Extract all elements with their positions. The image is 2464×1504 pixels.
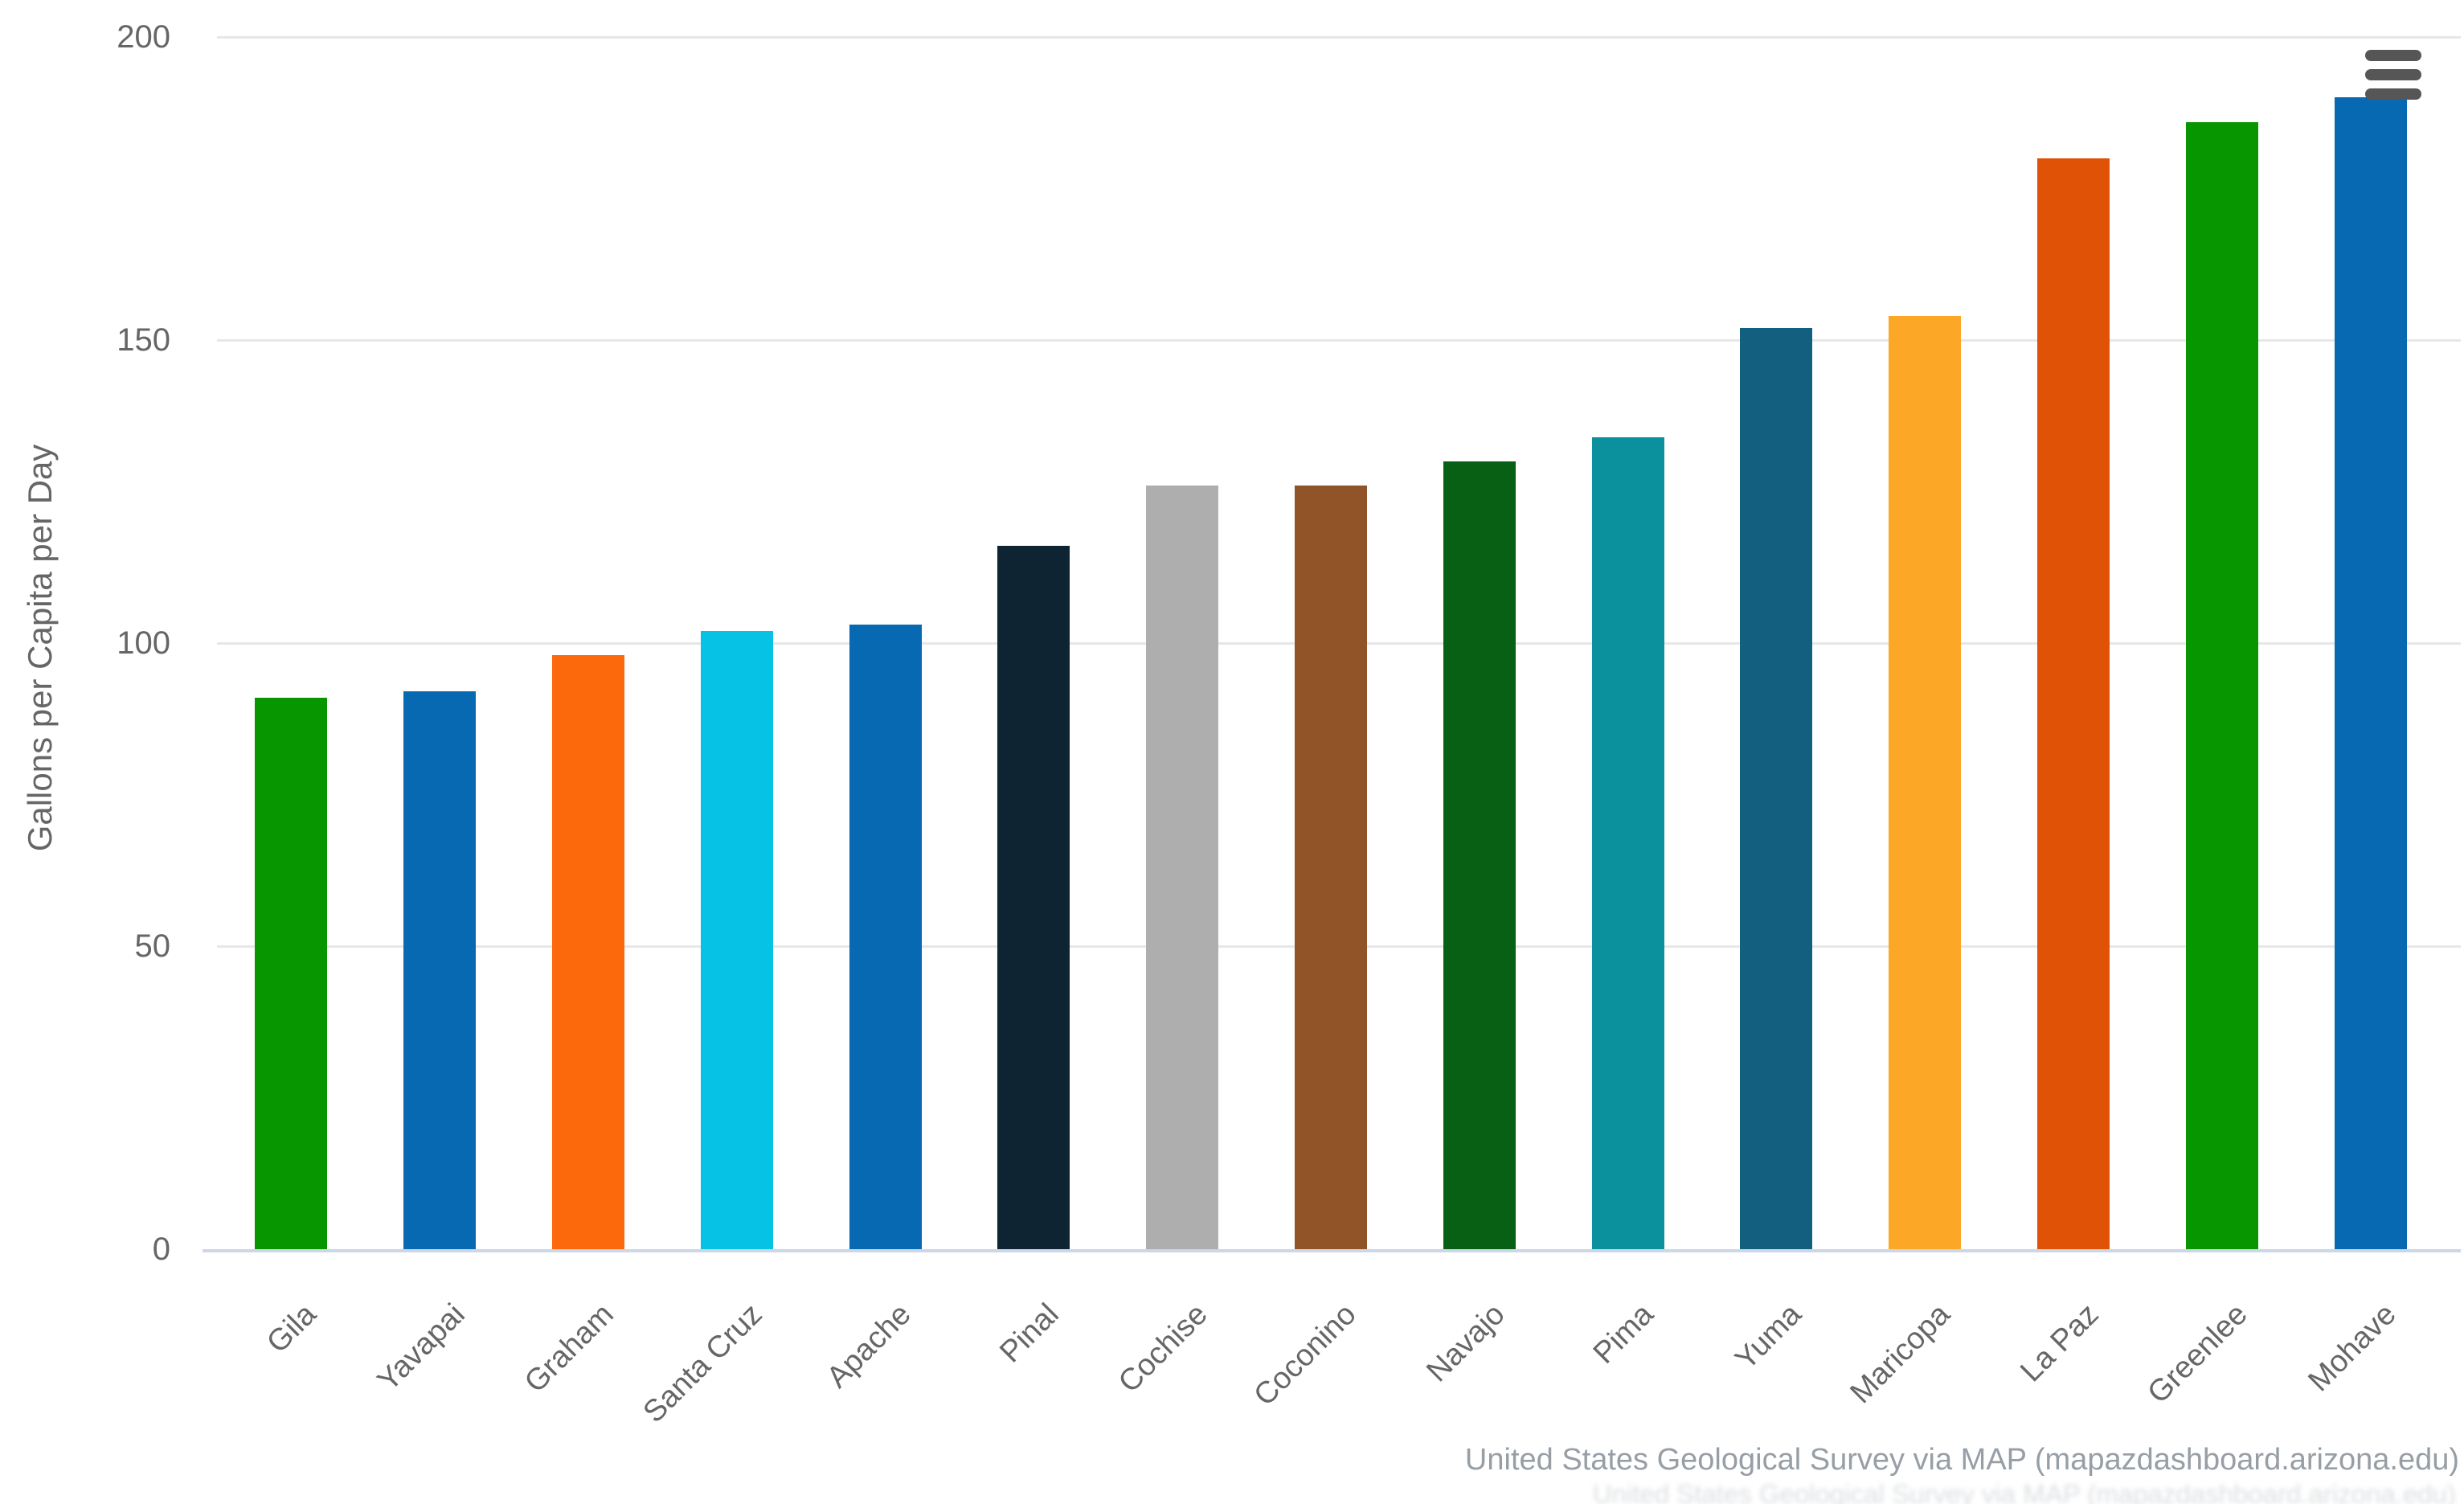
x-category-label-la-paz: La Paz (2014, 1297, 2106, 1389)
x-category-label-cochise: Cochise (1112, 1297, 1214, 1399)
bar-apache[interactable] (849, 625, 922, 1249)
y-tick-label-200: 200 (117, 19, 170, 55)
bar-yuma[interactable] (1740, 327, 1813, 1249)
y-tick-label-0: 0 (152, 1231, 170, 1267)
bar-pinal[interactable] (997, 546, 1070, 1249)
bar-santa-cruz[interactable] (700, 630, 773, 1249)
x-category-label-pima: Pima (1586, 1297, 1660, 1371)
hamburger-icon (2365, 88, 2421, 100)
x-category-label-pinal: Pinal (993, 1297, 1066, 1370)
bar-maricopa[interactable] (1889, 315, 1962, 1249)
hamburger-icon (2365, 69, 2421, 80)
gridline-150 (217, 339, 2461, 342)
x-category-label-navajo: Navajo (1420, 1297, 1512, 1389)
bar-pima[interactable] (1591, 436, 1664, 1249)
bar-la-paz[interactable] (2037, 158, 2110, 1249)
gridline-200 (217, 36, 2461, 39)
y-tick-label-100: 100 (117, 625, 170, 661)
x-category-label-graham: Graham (518, 1297, 620, 1399)
bar-gila[interactable] (255, 697, 328, 1249)
y-tick-label-150: 150 (117, 322, 170, 358)
x-category-label-mohave: Mohave (2301, 1297, 2403, 1399)
context-menu-button[interactable] (2365, 50, 2423, 100)
bar-graham[interactable] (552, 655, 624, 1249)
bar-mohave[interactable] (2334, 97, 2407, 1249)
x-category-label-santa-cruz: Santa Cruz (636, 1297, 769, 1430)
credits-link[interactable]: United States Geological Survey via MAP … (1464, 1443, 2459, 1477)
x-category-label-yavapai: Yavapai (371, 1297, 472, 1398)
x-category-label-coconino: Coconino (1247, 1297, 1363, 1413)
y-tick-label-50: 50 (134, 928, 171, 964)
bar-coconino[interactable] (1295, 485, 1367, 1249)
hamburger-icon (2365, 50, 2421, 61)
bar-navajo[interactable] (1443, 461, 1516, 1249)
x-category-label-maricopa: Maricopa (1844, 1297, 1957, 1411)
x-category-label-greenlee: Greenlee (2141, 1297, 2254, 1411)
credits-echo: United States Geological Survey via MAP … (1592, 1479, 2456, 1504)
bar-cochise[interactable] (1146, 485, 1219, 1249)
x-category-label-gila: Gila (260, 1297, 324, 1360)
x-category-label-yuma: Yuma (1729, 1297, 1809, 1377)
x-axis-line (203, 1249, 2461, 1252)
x-category-label-apache: Apache (820, 1297, 918, 1395)
bar-yavapai[interactable] (403, 691, 477, 1249)
bar-greenlee[interactable] (2185, 121, 2258, 1249)
